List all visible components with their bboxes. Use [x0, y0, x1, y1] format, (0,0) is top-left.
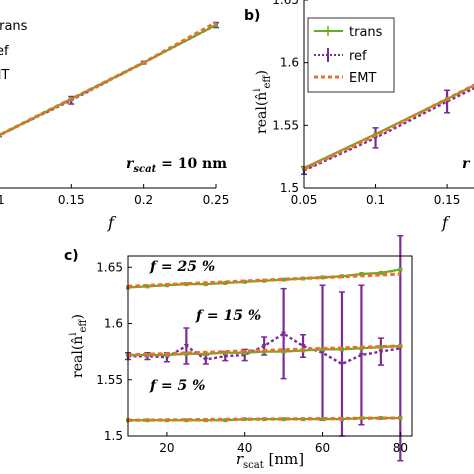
data-point: [214, 23, 218, 28]
x-tick-label: 0.25: [203, 193, 230, 207]
annotation-f25: f = 25 %: [149, 259, 215, 275]
y-tick-label: 1.6: [104, 317, 123, 331]
data-point: [281, 349, 286, 354]
panel-a-ticks: .1 0.15 0.2 0.25: [0, 184, 229, 207]
y-tick-label: 1.55: [96, 373, 123, 387]
data-point: [378, 270, 383, 275]
series-line: [127, 272, 401, 288]
data-point: [0, 133, 1, 138]
legend-emt-label: EMT: [0, 68, 9, 83]
data-point: [359, 272, 364, 276]
y-tick-label: 1.5: [104, 429, 123, 443]
series-emt-f-15-: [127, 344, 401, 357]
series-line: [0, 24, 217, 137]
data-point: [223, 350, 228, 355]
x-tick-label: 20: [159, 441, 174, 455]
data-point: [339, 362, 345, 367]
y-tick-label: 1.6: [280, 56, 299, 70]
data-point: [320, 275, 325, 280]
panel-c-axes: [127, 255, 413, 437]
panel-b-ylabel: real(n̂ieff): [252, 70, 273, 134]
panel-c-series: [125, 235, 404, 462]
data-point: [358, 353, 364, 358]
y-tick-label: 1.65: [272, 0, 299, 7]
data-point: [373, 132, 378, 137]
x-tick-label: 60: [315, 441, 330, 455]
data-point: [223, 281, 228, 285]
data-point: [222, 354, 228, 359]
x-tick-label: 0.05: [291, 193, 318, 207]
series-ref: [0, 21, 219, 138]
panel-c: c) 20 40 60 80 1.5 1.55 1.6 1.65 f = 25 % f = 1…: [64, 235, 413, 471]
panel-b-series: [301, 83, 474, 175]
x-tick-label: 80: [393, 441, 408, 455]
annotation-f15: f = 15 %: [195, 308, 261, 324]
x-tick-label: 0.1: [366, 193, 385, 207]
panel-c-label: c): [64, 248, 79, 264]
panel-a-xlabel: f: [107, 213, 117, 232]
data-point: [184, 351, 189, 356]
series-emt: [303, 83, 474, 171]
data-point: [300, 344, 306, 349]
x-tick-label: 0.15: [434, 193, 461, 207]
series-emt: [0, 21, 217, 137]
data-point: [223, 418, 228, 423]
panel-c-ylabel: real(n̂ieff): [68, 314, 89, 378]
x-tick-label: 40: [237, 441, 252, 455]
data-point: [203, 357, 209, 362]
x-tick-label: 0.2: [134, 193, 153, 207]
y-tick-label: 1.55: [272, 118, 299, 132]
data-point: [378, 345, 383, 350]
data-point: [378, 416, 383, 420]
series-line: [303, 83, 474, 171]
panel-b-ticks: 0.05 0.1 0.15 1.5 1.55 1.6 1.65: [272, 0, 460, 207]
y-tick-label: 1.65: [96, 260, 123, 274]
data-point: [183, 344, 189, 349]
legend-trans-label: trans: [0, 19, 28, 34]
data-point: [320, 347, 325, 352]
legend-trans-label: trans: [349, 25, 383, 40]
x-tick-label: 0.15: [58, 193, 85, 207]
series-trans: [0, 23, 218, 138]
panel-b-label: b): [244, 8, 260, 24]
series-line: [127, 344, 401, 357]
series-line: [0, 21, 217, 137]
legend-ref-label: ref: [349, 49, 367, 64]
panel-b-axes: [303, 0, 474, 189]
x-tick-label: .1: [0, 193, 5, 207]
panel-a-series: [0, 21, 219, 138]
y-tick-label: 1.5: [280, 181, 299, 195]
data-point: [184, 282, 189, 287]
legend-emt-label: EMT: [349, 71, 376, 86]
series-line: [127, 416, 401, 422]
annotation-f5: f = 5 %: [149, 378, 205, 394]
data-point: [281, 277, 286, 282]
panel-b-legend: trans ref EMT: [307, 17, 395, 93]
panel-a: .1 0.15 0.2 0.25 trans ref EMT rscat = 10 n…: [0, 19, 229, 232]
panel-c-ticks: 20 40 60 80 1.5 1.55 1.6 1.65: [96, 260, 408, 455]
series-emt-f-5-: [127, 416, 401, 422]
data-point: [378, 349, 384, 355]
data-point: [242, 350, 247, 355]
panel-b-edge-annotation: r: [462, 156, 471, 172]
panel-a-legend: trans ref EMT: [0, 19, 28, 83]
data-point: [320, 350, 326, 356]
data-point: [320, 417, 325, 422]
panel-c-xlabel: rscat [nm]: [236, 450, 304, 471]
legend-ref-label: ref: [0, 44, 9, 59]
panel-b: b) 0.05 0.1 0.15 1.5 1.55 1.6 1.65 trans ref E…: [244, 0, 474, 232]
panel-a-annotation: rscat = 10 nm: [126, 156, 227, 175]
series-emt-f-25-: [127, 272, 401, 288]
data-point: [261, 344, 267, 349]
series-line: [303, 86, 474, 172]
series-line: [0, 24, 217, 137]
data-point: [398, 267, 403, 272]
data-point: [184, 418, 189, 423]
data-point: [281, 331, 287, 337]
data-point: [281, 417, 286, 422]
panel-b-xlabel: f: [441, 213, 451, 232]
